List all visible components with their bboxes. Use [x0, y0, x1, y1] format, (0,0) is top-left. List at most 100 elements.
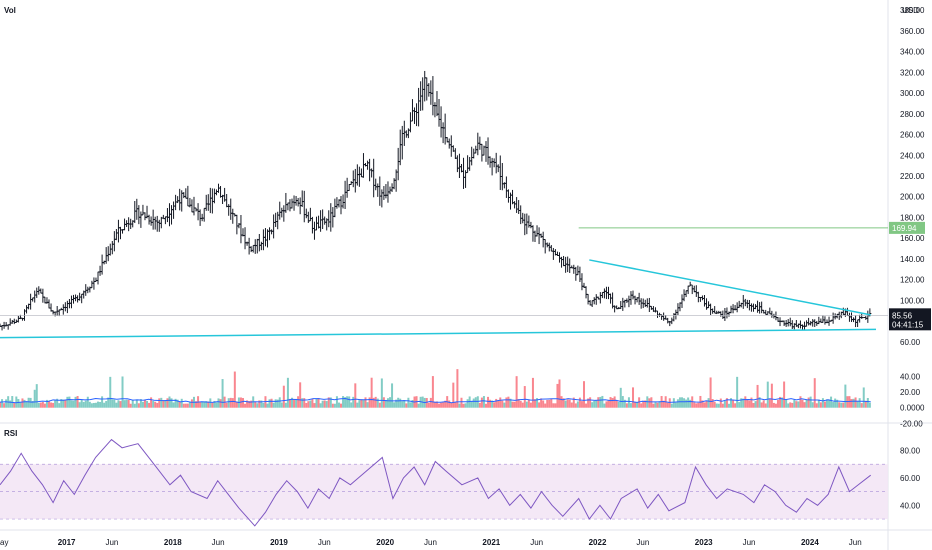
volume-tick-label: -20.00: [900, 419, 923, 428]
volume-bar: [515, 376, 518, 408]
volume-bar: [695, 403, 698, 408]
volume-bar: [774, 403, 777, 408]
volume-bar: [50, 402, 53, 408]
volume-bar: [88, 401, 91, 408]
price-tick-label: 60.00: [900, 338, 921, 347]
volume-bar: [546, 399, 549, 408]
volume-bar: [366, 402, 369, 408]
volume-bar: [719, 398, 722, 408]
volume-bar: [337, 402, 340, 408]
volume-bar: [168, 396, 171, 408]
volume-bar: [460, 397, 463, 408]
volume-bar: [401, 401, 404, 408]
volume-bar: [458, 403, 461, 408]
volume-bar: [601, 395, 604, 408]
time-tick-label: Jun: [636, 538, 649, 547]
volume-bar: [21, 398, 24, 408]
volume-bar: [170, 398, 173, 408]
volume-bar: [311, 398, 314, 408]
volume-bar: [403, 400, 406, 408]
volume-bar: [499, 397, 502, 408]
volume-bar: [307, 401, 310, 408]
volume-bar: [391, 383, 394, 408]
volume-bar: [411, 400, 414, 408]
volume-bar: [734, 403, 737, 408]
volume-bar: [152, 400, 155, 408]
volume-bar: [627, 397, 630, 408]
price-pane: [0, 70, 888, 339]
volume-bar: [864, 400, 867, 408]
volume-bar: [74, 396, 77, 408]
volume-bar: [254, 402, 257, 408]
volume-bar: [315, 399, 318, 408]
volume-bar: [591, 402, 594, 408]
price-tick-label: 320.00: [900, 68, 925, 77]
volume-bar: [476, 396, 479, 408]
volume-bar: [642, 400, 645, 408]
volume-tick-label: 0.0000: [900, 404, 925, 413]
volume-bar: [41, 401, 44, 408]
volume-bar: [209, 398, 212, 408]
volume-bar: [707, 398, 710, 408]
volume-bar: [370, 377, 373, 408]
volume-bar: [444, 400, 447, 408]
time-tick-label: Jun: [530, 538, 543, 547]
volume-bar: [313, 403, 316, 408]
volume-bar: [407, 397, 410, 408]
volume-bar: [297, 396, 300, 408]
volume-tick-label: 40.00: [900, 372, 921, 381]
volume-bar: [648, 398, 651, 408]
price-tick-label: 140.00: [900, 255, 925, 264]
volume-bar: [221, 379, 224, 408]
volume-bar: [203, 401, 206, 408]
time-tick-label: 2022: [589, 538, 607, 547]
volume-bar: [838, 402, 841, 408]
volume-bar: [772, 402, 775, 408]
volume-bar: [456, 369, 459, 408]
volume-bar: [521, 402, 524, 408]
volume-bar: [101, 396, 104, 408]
volume-bar: [282, 385, 285, 408]
volume-bar: [489, 399, 492, 408]
volume-bar: [154, 401, 157, 408]
volume-bar: [303, 398, 306, 408]
volume-bar: [352, 396, 355, 408]
volume-bar: [736, 376, 739, 408]
volume-bar: [850, 399, 853, 408]
volume-bar: [452, 382, 455, 408]
volume-bar: [356, 402, 359, 408]
volume-bar: [97, 401, 100, 408]
volume-bar: [742, 398, 745, 408]
time-tick-label: 2023: [695, 538, 713, 547]
volume-bar: [727, 403, 730, 408]
volume-bar: [654, 402, 657, 408]
volume-bar: [195, 401, 198, 408]
volume-bar: [99, 401, 102, 408]
volume-bar: [711, 399, 714, 408]
volume-bar: [213, 400, 216, 408]
volume-bar: [199, 401, 202, 408]
volume-bar: [658, 401, 661, 408]
time-tick-label: 2019: [270, 538, 288, 547]
volume-bar: [517, 399, 520, 408]
last-price-tag: [889, 308, 931, 331]
volume-bar: [550, 398, 553, 408]
volume-bar: [364, 397, 367, 408]
volume-bar: [395, 399, 398, 408]
time-tick-label: 2024: [801, 538, 819, 547]
price-tick-label: 340.00: [900, 48, 925, 57]
volume-bar: [666, 402, 669, 408]
volume-bar: [48, 400, 51, 408]
volume-bar: [325, 401, 328, 408]
volume-bar: [162, 400, 165, 408]
volume-bar: [103, 402, 106, 408]
volume-bar: [107, 397, 110, 408]
volume-bar: [480, 397, 483, 408]
volume-bar: [17, 399, 20, 408]
volume-bar: [372, 397, 375, 408]
volume-bar: [158, 398, 161, 408]
volume-bar: [146, 401, 149, 408]
volume-bar: [638, 397, 641, 408]
